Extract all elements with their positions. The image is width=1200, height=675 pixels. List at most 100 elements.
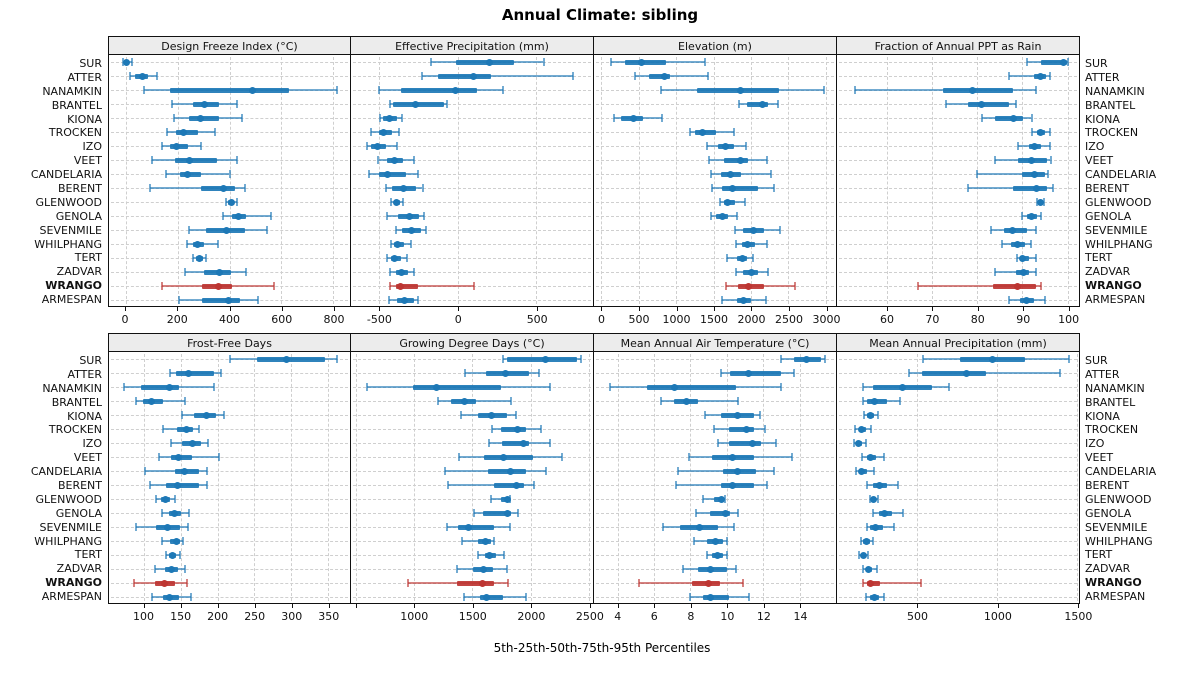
panel-mean-annual-precipitation-mm: Mean Annual Precipitation (mm) 500 1000 150… [837,333,1092,628]
iqr-bar-25-75 [175,370,215,376]
median-dot [203,411,211,419]
whisker-cap-5th [132,579,135,587]
whisker-cap-5th [734,268,737,276]
median-dot [748,268,756,276]
site-label-kiona: KIONA [67,409,102,423]
axis-tick-label: 8 [687,610,695,623]
whisker-cap-95th [725,551,728,559]
whisker-5-95 [421,75,574,77]
site-label-tert: TERT [1085,251,1113,265]
whisker-cap-5th [463,369,466,377]
whisker-cap-95th [524,593,527,601]
whisker-cap-5th [718,198,721,206]
site-label-brantel: BRANTEL [1085,98,1136,112]
median-dot [637,58,645,66]
whisker-cap-5th [378,86,381,94]
axis-tick-mark [714,307,715,311]
median-dot [194,240,202,248]
grid-row-line [839,386,1077,388]
grid-tick-line [750,57,752,304]
whisker-cap-95th [398,128,401,136]
iqr-bar-25-75 [202,297,240,303]
grid-row-line [839,498,1077,500]
whisker-cap-95th [205,467,208,475]
grid-tick-line [799,354,801,601]
site-label-sevenmile: SEVENMILE [39,223,102,237]
iqr-bar-25-75 [703,594,729,600]
median-dot [181,467,189,475]
median-dot [283,355,291,363]
whisker-cap-5th [178,296,181,304]
whisker-cap-95th [416,296,419,304]
axis-tick-label: 90 [1016,313,1031,326]
axis-tick-label: 1000 [662,313,691,326]
whisker-cap-95th [744,142,747,150]
whisker-5-95 [490,498,511,500]
whisker-cap-5th [164,551,167,559]
iqr-bar-25-75 [457,580,495,586]
axis-tick-label: 100 [1058,313,1080,326]
plot-area-frost-free-days [108,352,351,604]
median-dot [758,100,766,108]
whisker-cap-95th [867,551,870,559]
axis-tick-mark [291,604,293,608]
grid-tick-line [825,57,827,304]
whisker-cap-95th [1048,72,1051,80]
whisker-cap-5th [149,481,152,489]
whisker-cap-95th [770,170,773,178]
median-dot [727,170,735,178]
whisker-cap-5th [861,453,864,461]
whisker-cap-95th [736,397,739,405]
median-dot [196,114,204,122]
whisker-cap-5th [734,240,737,248]
axis-tick-mark [789,307,790,311]
whisker-cap-95th [793,282,796,290]
whisker-5-95 [223,215,271,217]
whisker-cap-5th [720,369,723,377]
whisker-cap-5th [476,551,479,559]
panel-header-fraction-of-annual-ppt-as-rain: Fraction of Annual PPT as Rain [837,36,1080,55]
median-dot [433,383,441,391]
grid-tick-line [457,57,459,304]
median-dot [736,86,744,94]
site-label-brantel: BRANTEL [51,395,102,409]
site-label-sur: SUR [1085,354,1108,367]
site-label-armespan: ARMESPAN [1085,293,1146,307]
whisker-cap-5th [436,397,439,405]
whisker-cap-95th [883,453,886,461]
axis-tick-mark [997,604,999,608]
whisker-cap-95th [219,369,222,377]
whisker-cap-95th [873,467,876,475]
median-dot [215,268,223,276]
median-dot [867,453,875,461]
median-dot [978,100,986,108]
median-dot [871,397,879,405]
panel-fraction-of-annual-ppt-as-rain: Fraction of Annual PPT as Rain 60 70 80 90 10… [837,36,1080,331]
panel-row-1: SUR ATTER NANAMKIN BRANTEL KIONA TROCKEN IZO VE… [6,36,1194,331]
whisker-cap-95th [898,397,901,405]
median-dot [512,481,520,489]
panel-header-effective-precipitation-mm: Effective Precipitation (mm) [351,36,594,55]
axis-elevation-m: 0 500 1000 1500 2000 2500 3000 [594,307,841,331]
whisker-cap-5th [370,128,373,136]
whisker-cap-95th [780,383,783,391]
axis-tick-mark [1078,604,1080,608]
plot-area-mean-annual-air-temperature-c [594,352,837,604]
axis-tick-label: 1500 [700,313,728,326]
whisker-cap-5th [365,383,368,391]
whisker-cap-95th [774,439,777,447]
axis-tick-mark [932,307,934,311]
grid-row-line [111,582,348,584]
grid-row-line [596,75,834,77]
axis-tick-label: 60 [879,313,894,326]
whisker-cap-95th [395,142,398,150]
iqr-bar-25-75 [646,384,736,390]
median-dot [520,439,528,447]
whisker-cap-95th [472,282,475,290]
whisker-cap-95th [197,425,200,433]
whisker-cap-5th [676,467,679,475]
whisker-cap-5th [150,156,153,164]
whisker-cap-5th [224,198,227,206]
whisker-cap-95th [545,467,548,475]
whisker-cap-5th [662,523,665,531]
